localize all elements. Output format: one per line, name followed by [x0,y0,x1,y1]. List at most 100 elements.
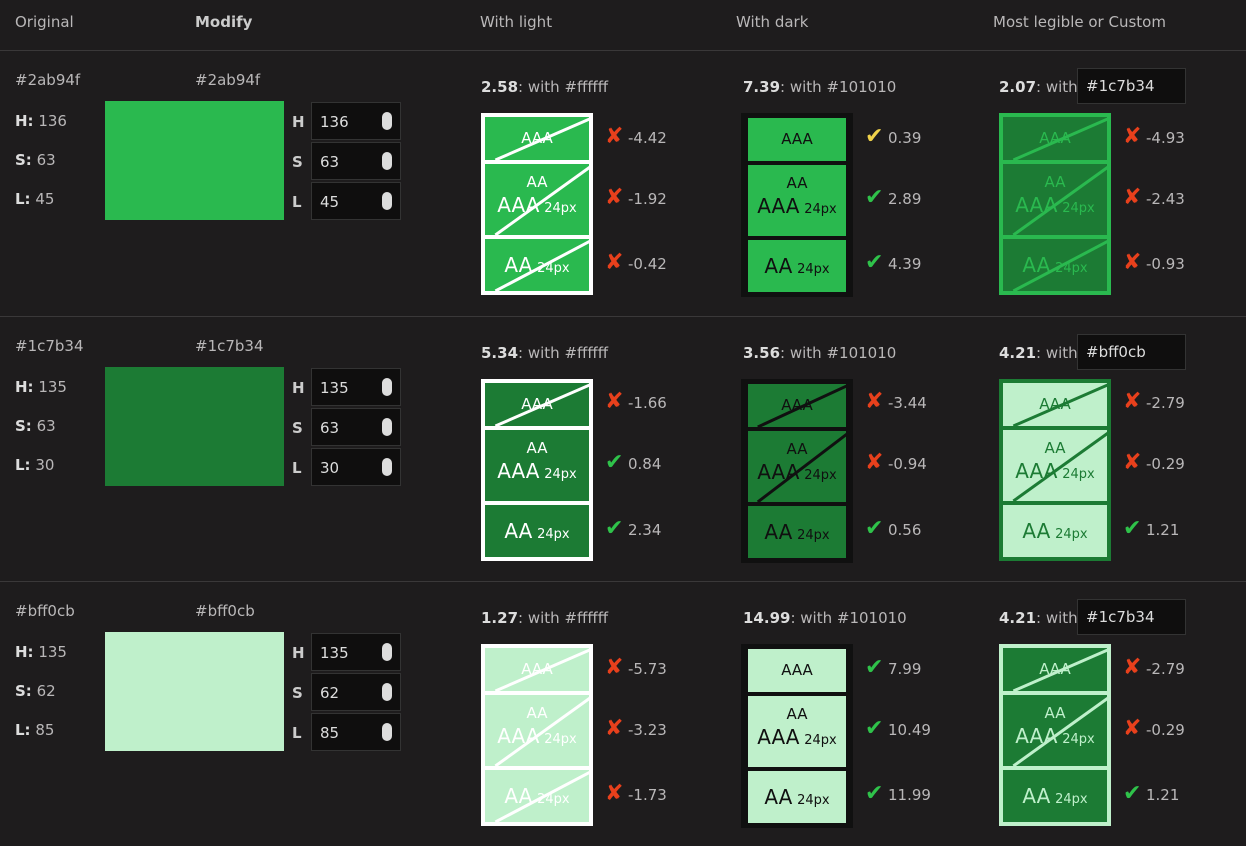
fail-strike [485,695,589,766]
sample-text: AAA [1015,458,1058,483]
hsl-label: H: [15,377,34,396]
sample-text: AA [1044,173,1066,191]
sample-box: AAA AA AAA 24px AA 24px [999,113,1111,295]
sample-segment: AA AAA 24px [1003,695,1107,766]
status-icon: ✘ [605,781,624,806]
sample-size: 24px [797,262,830,277]
hsl-input[interactable]: 62 [311,673,401,711]
spinner[interactable] [382,683,392,701]
contrast-heading: 2.07: with [999,78,1078,96]
with-color: #101010 [826,343,897,362]
hsl-label: S: [15,151,32,169]
spinner[interactable] [382,112,392,130]
hsl-input[interactable]: 30 [311,447,401,486]
hsl-input[interactable]: 136 [311,102,401,140]
custom-color-input[interactable]: #1c7b34 [1077,599,1186,635]
sample-box: AAA AA AAA 24px AA 24px [999,378,1111,561]
fail-strike [1003,383,1107,426]
sample-line: AAA 24px [748,192,846,224]
contrast-ratio: 14.99 [743,609,791,627]
hsl-label: L: [15,190,31,208]
hsl-label: S: [15,682,32,700]
hsl-line: H: 135 [15,643,67,661]
sample-size: 24px [544,466,577,482]
spinner[interactable] [382,723,392,741]
sample-segment: AA AAA 24px [748,165,846,236]
fail-strike [1003,117,1107,160]
modify-hex: #2ab94f [195,71,261,89]
custom-color-input[interactable]: #1c7b34 [1077,68,1186,104]
status-icon: ✘ [1123,389,1142,414]
sample-box: AAA AA AAA 24px AA 24px [741,644,853,828]
hsl-input[interactable]: 45 [311,182,401,220]
strike-line [495,648,589,691]
strike-line [1013,695,1107,766]
sample-segment: AA 24px [748,240,846,292]
sample-text: AA [786,439,808,458]
status-icon: ✔ [865,515,884,541]
fail-strike [1003,430,1107,501]
fail-strike [485,648,589,691]
separator [0,50,1246,51]
strike-line [1013,648,1107,691]
hsl-label: S: [15,416,32,435]
hsl-input[interactable]: 63 [311,407,401,446]
hsl-input[interactable]: 63 [311,142,401,180]
status-icon: ✘ [605,389,624,414]
spinner[interactable] [382,377,392,396]
input-label: L [292,724,302,742]
hsl-line: L: 85 [15,721,54,739]
spinner[interactable] [382,417,392,436]
contrast-ratio: 3.56 [743,343,781,362]
sample-line: AA 24px [1003,770,1107,822]
status-icon: ✔ [865,781,884,806]
sample-box: AAA AA AAA 24px AA 24px [741,113,853,297]
sample-text: AAA [781,395,813,414]
sample-text: AAA [497,458,540,483]
sample-text: AAA [1039,129,1071,147]
contrast-heading: 3.56: with #101010 [743,344,896,362]
sample-line: AAA 24px [1003,191,1107,223]
strike-line [1013,164,1107,235]
spinner[interactable] [382,643,392,661]
with-color: #ffffff [564,343,609,362]
spinner[interactable] [382,152,392,170]
score: 0.56 [888,520,922,539]
modify-hex: #bff0cb [195,602,255,620]
spinner[interactable] [382,457,392,476]
input-label: S [292,153,303,171]
sample-size: 24px [1055,526,1088,542]
score: -0.94 [888,455,927,473]
score: -3.44 [888,394,927,412]
sample-segment: AAA [485,117,589,160]
hsl-input[interactable]: 85 [311,713,401,751]
sample-text: AAA [521,129,553,147]
custom-color-input[interactable]: #bff0cb [1077,333,1186,370]
sample-box: AAA AA AAA 24px AA 24px [741,378,853,563]
score: -0.29 [1146,455,1185,473]
hsl-input[interactable]: 135 [311,633,401,671]
score: 11.99 [888,786,931,804]
sample-line: AA 24px [1003,505,1107,557]
status-icon: ✘ [865,450,884,475]
hsl-input[interactable]: 135 [311,367,401,406]
status-icon: ✘ [605,123,624,149]
with-text: : with [780,78,822,96]
sample-text: AA [1022,518,1051,543]
fail-strike [485,117,589,160]
swatch [105,366,284,486]
hsl-value: 63 [36,416,56,435]
spinner[interactable] [382,192,392,210]
hsl-value: 136 [38,112,67,130]
status-icon: ✔ [865,654,884,680]
sample-line: AAA 24px [1003,457,1107,489]
with-color: #ffffff [564,78,609,96]
strike-line [495,239,589,291]
sample-text: AAA [497,193,540,217]
strike-line [1013,239,1107,291]
swatch [105,632,284,751]
hsl-value: 63 [36,151,56,169]
sample-segment: AA AAA 24px [1003,164,1107,235]
score: -4.42 [628,128,667,147]
